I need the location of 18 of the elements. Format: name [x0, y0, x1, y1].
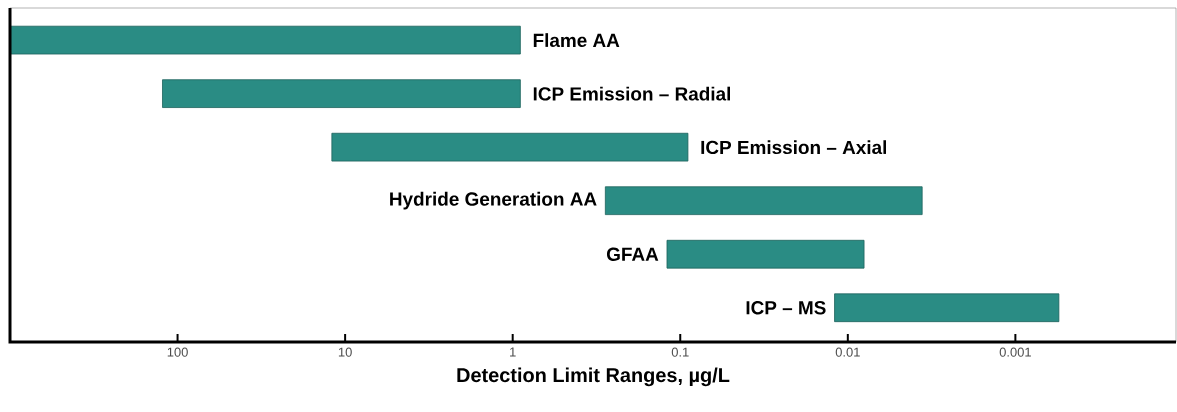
x-tick-label: 0.01	[835, 347, 860, 357]
bar	[604, 186, 923, 216]
bar	[331, 132, 689, 162]
bar	[666, 239, 865, 269]
x-tick-label: 0.1	[671, 347, 689, 357]
y-tick-label: Flame AA	[533, 33, 620, 48]
x-axis-title: Detection Limit Ranges, µg/L	[457, 367, 730, 387]
x-tick-label: 10	[338, 347, 352, 357]
y-tick-label: ICP Emission – Radial	[533, 86, 731, 101]
y-tick-label: ICP Emission – Axial	[701, 140, 887, 155]
y-tick-label: GFAA	[606, 247, 659, 261]
x-tick-label: 100	[167, 347, 188, 357]
bar	[162, 79, 521, 108]
y-tick-label: Hydride Generation AA	[390, 191, 597, 210]
x-tick-label: 1	[510, 347, 516, 357]
x-tick-label: 0.001	[999, 347, 1031, 357]
y-tick-label: ICP – MS	[746, 301, 826, 315]
bar	[834, 293, 1060, 323]
